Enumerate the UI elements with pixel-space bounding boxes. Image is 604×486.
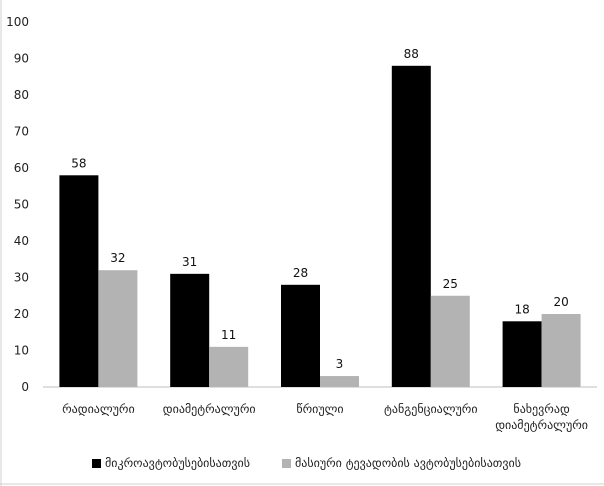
data-label: 20 xyxy=(553,295,568,309)
x-category-label: დიამეტრალური xyxy=(163,402,256,416)
data-label: 18 xyxy=(514,302,529,316)
bar-series2 xyxy=(98,270,138,387)
legend-swatch-series2 xyxy=(282,459,291,468)
data-label: 31 xyxy=(182,255,197,269)
bar-series2 xyxy=(430,295,470,387)
bar-series2 xyxy=(209,346,249,387)
data-label: 3 xyxy=(336,357,344,371)
bar-series1 xyxy=(59,175,99,387)
bar-series1 xyxy=(391,65,431,388)
x-category-label: ტანგენციალური xyxy=(384,402,478,416)
y-tick-label: 90 xyxy=(14,52,29,66)
data-label: 25 xyxy=(443,277,458,291)
legend-label-series1: მიკროავტობუსებისათვის xyxy=(105,456,250,470)
x-category-label: დიამეტრალური xyxy=(495,418,588,432)
y-tick-label: 70 xyxy=(14,125,29,139)
x-category-label: ნახევრად xyxy=(513,402,570,416)
y-tick-label: 30 xyxy=(14,271,29,285)
y-tick-label: 100 xyxy=(6,15,29,29)
data-label: 58 xyxy=(71,156,86,170)
y-tick-label: 20 xyxy=(14,307,29,321)
bar-series1 xyxy=(502,321,542,387)
bar-series2 xyxy=(541,314,581,387)
y-tick-label: 60 xyxy=(14,161,29,175)
bar-series1 xyxy=(170,273,210,387)
y-tick-label: 10 xyxy=(14,344,29,358)
legend-swatch-series1 xyxy=(92,459,101,468)
x-category-label: რადიალური xyxy=(62,402,135,416)
y-tick-label: 40 xyxy=(14,234,29,248)
x-category-label: წრიული xyxy=(296,402,343,416)
data-label: 32 xyxy=(110,251,125,265)
y-tick-label: 0 xyxy=(21,380,29,394)
bar-series2 xyxy=(320,376,359,387)
legend-label-series2: მასიური ტევადობის ავტობუსებისათვის xyxy=(295,456,521,470)
data-label: 11 xyxy=(221,328,236,342)
bar-series1 xyxy=(281,284,320,387)
data-label: 88 xyxy=(404,47,419,61)
y-tick-label: 50 xyxy=(14,198,29,212)
data-label: 28 xyxy=(293,266,308,280)
y-tick-label: 80 xyxy=(14,88,29,102)
